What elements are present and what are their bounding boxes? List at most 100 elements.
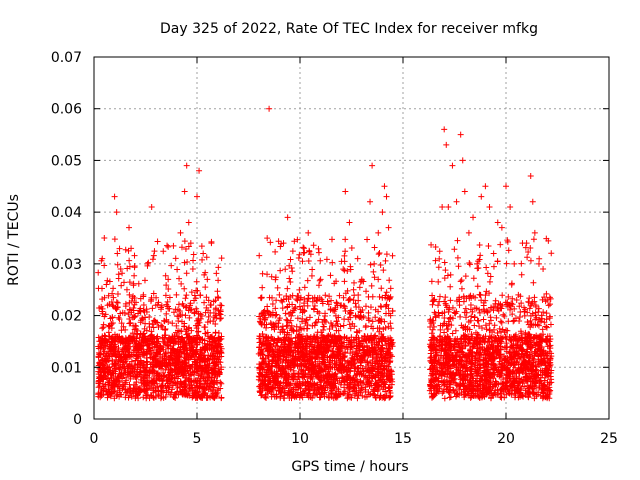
data-point xyxy=(95,334,102,341)
data-point xyxy=(161,326,168,333)
data-point xyxy=(131,301,138,308)
data-point xyxy=(126,306,133,313)
data-point xyxy=(385,384,392,391)
data-point xyxy=(449,162,456,169)
data-point xyxy=(304,302,311,309)
data-point xyxy=(365,293,372,300)
data-point xyxy=(328,236,335,243)
data-point xyxy=(362,324,369,331)
data-point xyxy=(128,245,135,252)
data-point xyxy=(492,297,499,304)
data-point xyxy=(197,292,204,299)
data-point xyxy=(210,394,217,401)
data-point xyxy=(529,198,536,205)
data-point xyxy=(351,279,358,286)
data-point xyxy=(379,209,386,216)
data-point xyxy=(457,278,464,285)
data-point xyxy=(131,272,138,279)
data-point xyxy=(377,303,384,310)
chart-title: Day 325 of 2022, Rate Of TEC Index for r… xyxy=(160,21,538,37)
data-point xyxy=(189,266,196,273)
data-point xyxy=(185,219,192,226)
data-point xyxy=(101,235,108,241)
data-point xyxy=(176,275,183,282)
data-point xyxy=(276,291,283,298)
data-point xyxy=(110,294,117,301)
data-point xyxy=(471,322,478,329)
data-point xyxy=(484,270,491,277)
data-point xyxy=(126,279,133,286)
data-point xyxy=(348,244,355,251)
data-point xyxy=(376,250,383,257)
data-point xyxy=(527,257,534,264)
data-point xyxy=(478,193,485,200)
data-point xyxy=(341,252,348,259)
data-point xyxy=(140,330,147,337)
data-point xyxy=(371,244,378,251)
data-point xyxy=(202,284,209,291)
data-point xyxy=(459,157,466,164)
data-point xyxy=(113,299,120,306)
data-point xyxy=(160,394,167,401)
data-point xyxy=(341,278,348,285)
data-point xyxy=(175,318,182,325)
data-point xyxy=(137,331,144,338)
data-point xyxy=(287,256,294,263)
data-point xyxy=(126,315,133,322)
data-point xyxy=(95,384,102,391)
data-point xyxy=(371,260,378,267)
data-point xyxy=(317,276,324,283)
data-point xyxy=(518,260,525,267)
data-point xyxy=(317,257,324,264)
data-point xyxy=(507,203,514,210)
data-point xyxy=(355,292,362,299)
data-point xyxy=(122,246,129,253)
data-point xyxy=(503,183,509,190)
data-point xyxy=(215,277,222,284)
data-point xyxy=(264,235,271,242)
data-point xyxy=(191,358,198,365)
data-point xyxy=(118,320,125,327)
data-point xyxy=(429,326,436,333)
data-point xyxy=(463,314,470,321)
data-point xyxy=(166,294,173,301)
data-point xyxy=(119,270,126,277)
data-point xyxy=(474,283,481,290)
data-point xyxy=(178,280,185,287)
data-point xyxy=(301,284,308,291)
data-point xyxy=(205,313,212,320)
data-point xyxy=(174,266,181,273)
data-point xyxy=(322,310,329,317)
data-point xyxy=(274,284,281,291)
data-point xyxy=(129,330,136,337)
data-point xyxy=(277,267,284,274)
data-point xyxy=(511,260,518,267)
data-point xyxy=(316,277,323,284)
data-point xyxy=(518,271,525,278)
data-point xyxy=(451,246,458,253)
data-point xyxy=(383,193,390,200)
data-point xyxy=(168,262,175,269)
data-point xyxy=(177,229,184,236)
data-point xyxy=(131,252,138,259)
data-point xyxy=(110,285,117,292)
data-point xyxy=(540,309,547,316)
data-point xyxy=(272,248,279,255)
data-point xyxy=(491,322,498,329)
data-point xyxy=(158,388,165,395)
data-point xyxy=(350,286,357,293)
data-point xyxy=(387,285,394,292)
data-point xyxy=(218,380,225,387)
data-point xyxy=(284,214,291,221)
data-point xyxy=(320,323,327,330)
data-point xyxy=(140,291,147,298)
data-point xyxy=(342,308,349,315)
data-point xyxy=(548,250,555,257)
data-point xyxy=(378,285,385,292)
data-point xyxy=(162,292,169,299)
data-point xyxy=(100,321,107,328)
data-point xyxy=(181,285,188,292)
data-point xyxy=(143,358,150,365)
data-point xyxy=(267,239,274,246)
